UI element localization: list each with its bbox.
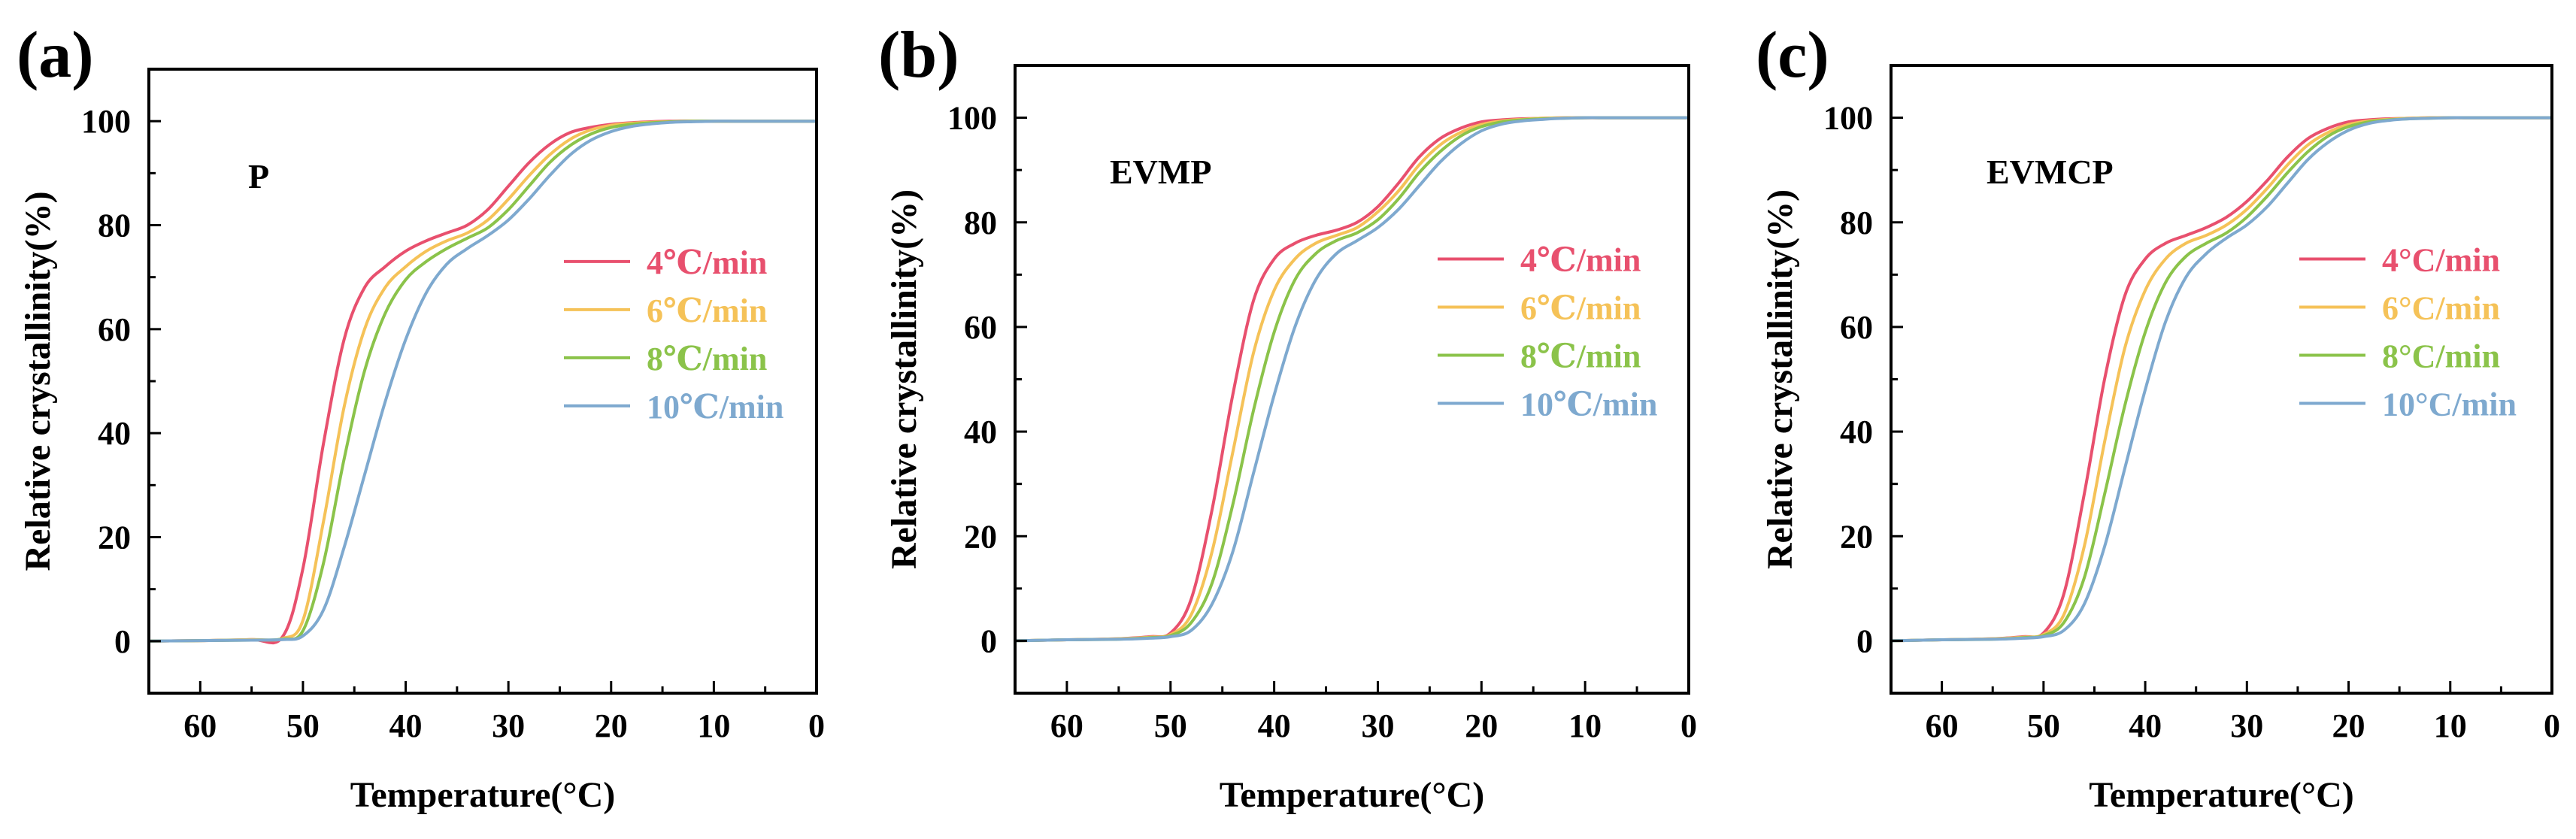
y-tick-label: 40	[98, 415, 131, 452]
x-tick-label: 30	[492, 707, 525, 744]
x-tick-label: 60	[183, 707, 217, 744]
series-group	[148, 120, 817, 645]
sample-label: EVMCP	[1987, 153, 2114, 191]
panel-label: (b)	[878, 19, 959, 92]
y-tick-label: 0	[980, 622, 997, 659]
y-tick-label: 40	[1840, 413, 1873, 450]
series-line-2	[148, 120, 817, 643]
x-tick-label: 20	[595, 707, 628, 744]
y-tick-label: 80	[1840, 204, 1873, 241]
y-tick-label: 40	[964, 413, 997, 450]
series-line-1	[1890, 116, 2552, 643]
legend: 4℃/min 6℃/min 8℃/min 10℃/min	[564, 244, 783, 426]
x-tick-label: 10	[1568, 707, 1602, 744]
legend-label-1: 6℃/min	[647, 292, 767, 329]
y-tick-label: 80	[98, 207, 131, 244]
y-tick-label: 20	[964, 518, 997, 555]
series-line-1	[148, 120, 817, 643]
sample-label: EVMP	[1110, 153, 1211, 191]
x-tick-label: 30	[2230, 707, 2263, 744]
y-tick-label: 60	[964, 309, 997, 346]
series-line-3	[1890, 116, 2552, 643]
series-line-3	[148, 120, 817, 643]
x-tick-label: 20	[2332, 707, 2365, 744]
series-line-2	[1014, 116, 1689, 643]
y-tick-label: 20	[98, 519, 131, 556]
panel-label: (c)	[1756, 19, 1829, 92]
legend: 4℃/min 6℃/min 8℃/min 10℃/min	[1438, 241, 1657, 423]
legend-label-1: 6℃/min	[1520, 289, 1641, 326]
x-axis-title: Temperature(°C)	[1220, 775, 1484, 815]
legend-label-0: 4℃/min	[647, 244, 767, 281]
legend-label-2: 8℃/min	[647, 341, 767, 377]
series-line-3	[1014, 116, 1689, 643]
x-tick-label: 10	[697, 707, 730, 744]
y-tick-label: 0	[1856, 622, 1873, 659]
series-line-0	[148, 120, 817, 645]
legend-label-0: 4℃/min	[1520, 241, 1641, 278]
x-tick-label: 0	[1680, 707, 1697, 744]
x-tick-label: 60	[1926, 707, 1959, 744]
panel-1: (b)60 50 40 30 20 10 0020406080100Temperature(…	[878, 19, 1697, 815]
y-tick-label: 80	[964, 204, 997, 241]
sample-label: P	[248, 157, 269, 195]
x-tick-label: 40	[389, 707, 423, 744]
legend-label-0: 4°C/min	[2382, 241, 2500, 278]
x-tick-label: 0	[808, 707, 825, 744]
y-tick-label: 60	[1840, 309, 1873, 346]
y-tick-label: 60	[98, 311, 131, 348]
x-axis-title: Temperature(°C)	[350, 775, 615, 815]
legend-label-3: 10°C/min	[2382, 386, 2517, 423]
y-axis-title: Relative crystallinity(%)	[884, 189, 924, 569]
panel-label: (a)	[17, 19, 94, 92]
legend-label-2: 8℃/min	[1520, 338, 1641, 374]
legend-label-3: 10℃/min	[1520, 386, 1657, 423]
y-tick-label: 100	[1823, 100, 1873, 137]
x-tick-label: 20	[1465, 707, 1498, 744]
series-group	[1890, 116, 2552, 643]
series-line-0	[1014, 116, 1689, 643]
y-tick-label: 100	[947, 100, 997, 137]
y-axis-title: Relative crystallinity(%)	[1760, 189, 1800, 569]
y-tick-label: 20	[1840, 518, 1873, 555]
x-tick-label: 40	[1258, 707, 1291, 744]
panel-0: (a)60 50 40 30 20 10 0020406080100Temperature(…	[17, 19, 825, 815]
legend-label-3: 10℃/min	[647, 389, 783, 426]
x-tick-label: 50	[2027, 707, 2060, 744]
x-tick-label: 50	[1154, 707, 1187, 744]
series-group	[1014, 116, 1689, 643]
y-tick-label: 0	[114, 623, 131, 660]
series-line-1	[1014, 116, 1689, 643]
legend: 4°C/min 6°C/min 8°C/min 10°C/min	[2299, 241, 2517, 423]
x-tick-label: 0	[2544, 707, 2560, 744]
legend-label-2: 8°C/min	[2382, 338, 2500, 374]
x-tick-label: 50	[286, 707, 320, 744]
series-line-2	[1890, 116, 2552, 643]
x-tick-label: 30	[1361, 707, 1394, 744]
x-tick-label: 60	[1050, 707, 1083, 744]
x-axis-title: Temperature(°C)	[2089, 775, 2353, 815]
y-axis-title: Relative crystallinity(%)	[18, 191, 58, 571]
series-line-0	[1890, 116, 2552, 643]
x-tick-label: 40	[2129, 707, 2162, 744]
y-tick-label: 100	[81, 103, 131, 140]
x-tick-label: 10	[2434, 707, 2467, 744]
legend-label-1: 6°C/min	[2382, 289, 2500, 326]
panel-2: (c)60 50 40 30 20 10 0020406080100Temperature(…	[1756, 19, 2560, 815]
